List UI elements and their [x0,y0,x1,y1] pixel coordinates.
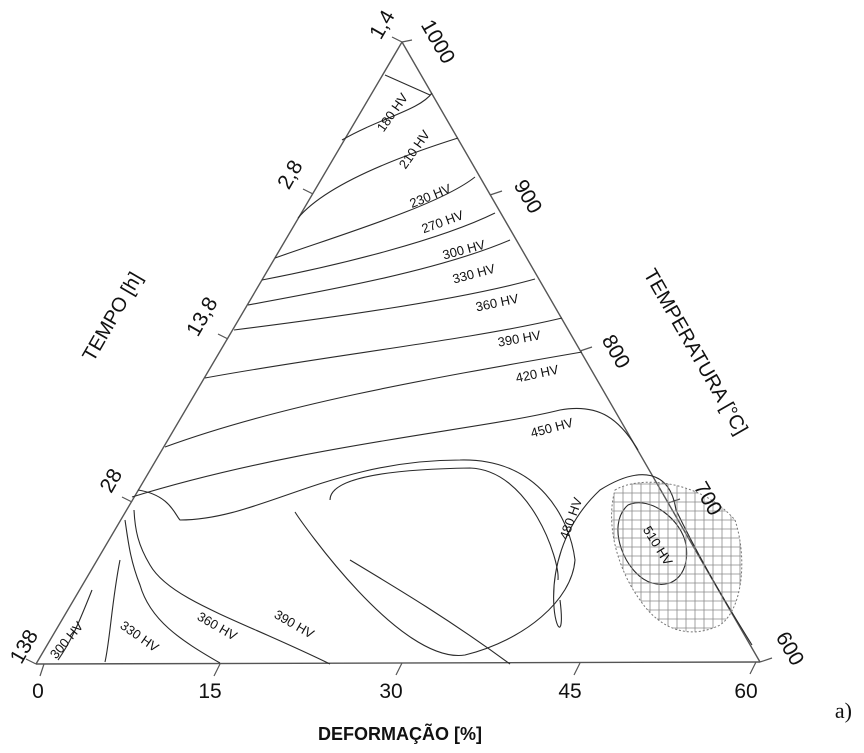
hv-label-300: 300 HV [441,237,487,263]
contour-480hv-outer [137,459,576,656]
tick-label-left-2-8: 2,8 [273,156,308,193]
tick-left-13-8 [217,333,229,340]
contour-labels: 180 HV 210 HV 230 HV 270 HV 300 HV 330 H… [47,90,676,661]
contour-480hv-inner [329,467,559,581]
hatched-region [611,481,743,633]
tick-left-2-8 [302,188,314,195]
tick-right-1000 [401,39,413,43]
bottom-axis-title: DEFORMAÇÃO [%] [318,723,482,744]
hv-label-330-lower: 330 HV [118,618,162,655]
hv-label-300-lower: 300 HV [47,618,87,661]
contour-450hv [131,407,639,498]
contour-210hv [341,92,433,141]
tick-label-bottom-60: 60 [734,680,757,703]
tick-label-right-900: 900 [509,176,546,218]
tick-bottom-15 [213,663,221,677]
tick-label-bottom-45: 45 [558,680,581,703]
tick-right-600 [759,657,773,663]
left-tick-labels: 1,4 2,8 13,8 28 138 [6,6,400,668]
tick-right-800 [579,346,593,352]
tick-label-right-600: 600 [771,628,808,670]
triangle-frame [35,41,761,665]
tick-right-900 [489,190,503,196]
contour-420hv [164,351,583,448]
tick-label-left-28: 28 [96,465,128,497]
bottom-axis-line [35,661,761,665]
hv-label-360: 360 HV [474,291,520,315]
right-axis-title: TEMPERATURA [°C] [639,265,752,439]
tick-label-bottom-0: 0 [32,680,44,703]
hatched-region-border [611,481,743,633]
contour-330hv-lower [104,559,121,663]
tick-label-bottom-30: 30 [379,680,402,703]
contour-300hv [261,212,496,281]
tick-label-left-1-4: 1,4 [365,6,400,43]
hv-label-270: 270 HV [420,207,466,236]
contour-360hv-lower [124,519,221,664]
hatch-grid [611,482,742,632]
tick-label-right-800: 800 [597,331,634,373]
hv-label-230: 230 HV [407,181,453,211]
right-tick-labels: 1000 900 800 700 600 [416,16,808,670]
tick-bottom-0 [39,663,45,677]
tick-marks [25,36,773,677]
tick-left-138 [25,658,37,665]
hv-label-420: 420 HV [514,362,560,386]
tick-bottom-60 [749,661,757,675]
tick-bottom-45 [573,662,581,676]
hv-label-390-lower: 390 HV [272,607,317,642]
hv-label-360-lower: 360 HV [195,609,240,644]
contour-180hv [384,74,431,96]
hv-label-180: 180 HV [374,90,411,134]
tick-bottom-30 [395,662,403,676]
panel-label: a) [835,698,852,723]
contour-300hv-lower [57,589,93,661]
hv-label-510: 510 HV [640,523,676,568]
left-axis-title: TEMPO [h] [79,269,148,366]
contour-230hv [297,137,459,219]
contour-360hv [233,278,536,331]
tick-label-bottom-15: 15 [198,680,221,703]
contour-420hv-lower [349,559,511,665]
hv-label-390: 390 HV [497,327,543,349]
hv-label-210: 210 HV [396,127,433,171]
contour-480hv [553,474,753,646]
hv-label-480: 480 HV [556,495,585,541]
tick-label-right-700: 700 [689,478,726,520]
tick-label-left-13-8: 13,8 [182,293,222,340]
contour-390hv-lower [133,509,331,665]
hv-label-330: 330 HV [451,261,497,287]
contour-330hv [247,239,511,306]
left-axis-line [35,41,403,665]
contour-270hv [274,176,476,259]
hv-label-450: 450 HV [529,415,575,441]
contour-390hv [204,317,563,379]
tick-left-28 [121,496,133,503]
tick-left-1-4 [391,36,403,43]
bottom-tick-labels: 0 15 30 45 60 [32,680,758,703]
tick-label-right-1000: 1000 [416,16,459,68]
